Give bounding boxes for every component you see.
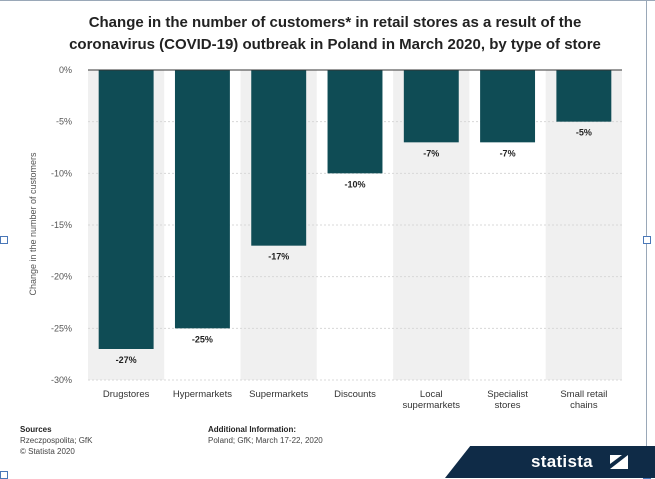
- x-tick-label-line: Specialist: [487, 389, 528, 400]
- chart-title-line-1: Change in the number of customers* in re…: [88, 14, 582, 31]
- statista-logo-icon: [610, 455, 628, 469]
- y-axis-ticks: 0% -5% -10% -15% -20% -25% -30%: [51, 65, 72, 385]
- bar: [98, 70, 154, 349]
- x-axis-ticks: Drugstores Hypermarkets Supermarkets Discou…: [103, 389, 607, 411]
- x-tick-label-line: Hypermarkets: [173, 389, 232, 400]
- bar: [480, 70, 536, 143]
- x-tick-label: Discounts: [334, 389, 376, 400]
- sources-line: Rzeczpospolita; GfK: [20, 436, 93, 445]
- x-tick-label-line: chains: [570, 400, 598, 411]
- sources-block: Sources Rzeczpospolita; GfK © Statista 2…: [20, 424, 92, 457]
- x-tick-label: Hypermarkets: [173, 389, 232, 400]
- x-tick-label-line: stores: [495, 400, 521, 411]
- statista-logo-text: statista: [531, 452, 593, 471]
- y-tick-label: -5%: [56, 117, 72, 127]
- value-label: -10%: [344, 179, 365, 189]
- x-tick-label-line: Local: [420, 389, 443, 400]
- value-label: -5%: [576, 128, 592, 138]
- x-tick-label-line: Discounts: [334, 389, 376, 400]
- bar: [174, 70, 230, 329]
- y-tick-label: -25%: [51, 323, 72, 333]
- additional-info-heading: Additional Information:: [208, 425, 296, 434]
- value-labels: -27% -25% -17% -10% -7% -7% -5%: [116, 128, 592, 365]
- bar: [403, 70, 459, 143]
- bar: [556, 70, 612, 122]
- value-label: -7%: [423, 148, 439, 158]
- bar: [327, 70, 383, 174]
- value-label: -17%: [268, 252, 289, 262]
- x-tick-label-line: Supermarkets: [249, 389, 308, 400]
- y-tick-label: -20%: [51, 272, 72, 282]
- y-tick-label: -30%: [51, 375, 72, 385]
- additional-info-line: Poland; GfK; March 17-22, 2020: [208, 436, 323, 445]
- x-tick-label: Drugstores: [103, 389, 150, 400]
- value-label: -27%: [116, 355, 137, 365]
- x-tick-label-line: Drugstores: [103, 389, 150, 400]
- frame-top-border: [0, 0, 655, 1]
- bars: [98, 70, 612, 349]
- x-tick-label-line: supermarkets: [403, 400, 461, 411]
- chart-title-line-2: coronavirus (COVID-19) outbreak in Polan…: [69, 36, 601, 53]
- x-tick-label: Supermarkets: [249, 389, 308, 400]
- y-tick-label: -10%: [51, 168, 72, 178]
- additional-info-block: Additional Information: Poland; GfK; Mar…: [208, 424, 323, 446]
- x-tick-label: Specialist stores: [487, 389, 528, 411]
- statista-brand-banner[interactable]: statista: [445, 446, 655, 478]
- sources-heading: Sources: [20, 425, 52, 434]
- chart-title: Change in the number of customers* in re…: [40, 12, 630, 56]
- value-label: -7%: [500, 148, 516, 158]
- y-tick-label: -15%: [51, 220, 72, 230]
- copyright-line: © Statista 2020: [20, 447, 75, 456]
- y-axis-label: Change in the number of customers: [28, 152, 38, 296]
- value-label: -25%: [192, 334, 213, 344]
- resize-handle-left[interactable]: [0, 236, 8, 244]
- x-tick-label-line: Small retail: [560, 389, 607, 400]
- x-tick-label: Local supermarkets: [403, 389, 461, 411]
- bar: [251, 70, 307, 246]
- y-tick-label: 0%: [59, 65, 72, 75]
- x-tick-label: Small retail chains: [560, 389, 607, 411]
- resize-handle-right[interactable]: [643, 236, 651, 244]
- bar-chart: 0% -5% -10% -15% -20% -25% -30% Drugstores Hype…: [28, 65, 622, 411]
